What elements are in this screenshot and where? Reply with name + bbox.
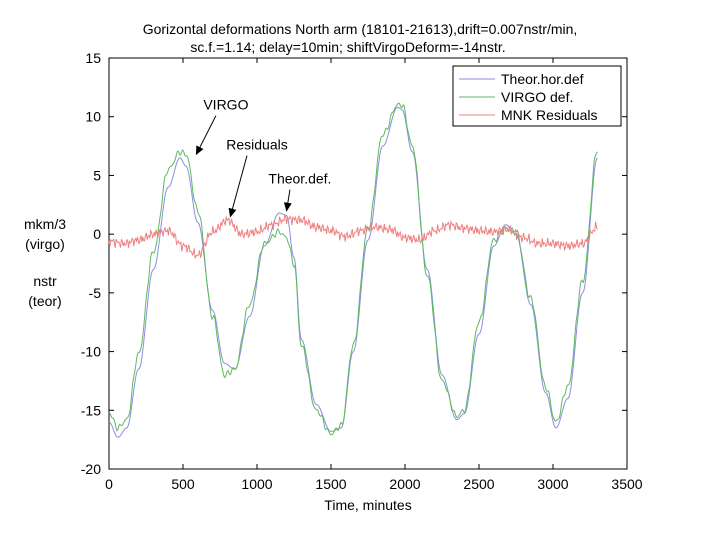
y-tick-label: 5 <box>93 167 101 183</box>
annotation-label: Theor.def. <box>268 171 331 187</box>
legend-entry: MNK Residuals <box>501 107 597 123</box>
annotation-arrow <box>228 155 248 218</box>
y-tick-label: 10 <box>85 109 101 125</box>
x-tick-label: 1500 <box>315 476 346 492</box>
y-axis-label-line3: nstr <box>33 273 57 289</box>
series-line-2 <box>108 102 598 436</box>
chart-title-line1: Gorizontal deformations North arm (18101… <box>142 21 578 37</box>
x-tick-label: 3000 <box>537 476 568 492</box>
x-tick-label: 2500 <box>463 476 494 492</box>
annotation-label: Residuals <box>226 137 287 153</box>
y-tick-label: -10 <box>81 344 101 360</box>
x-tick-label: 3500 <box>611 476 642 492</box>
series-line-3 <box>108 213 598 259</box>
y-tick-label: -15 <box>81 402 101 418</box>
x-axis-label: Time, minutes <box>324 497 411 513</box>
y-tick-label: 0 <box>93 226 101 242</box>
y-axis-label-line2: (virgo) <box>25 236 65 252</box>
y-axis-label-line1: mkm/3 <box>24 216 66 232</box>
y-tick-label: -5 <box>89 285 102 301</box>
x-tick-label: 1000 <box>241 476 272 492</box>
x-tick-label: 500 <box>171 476 195 492</box>
y-tick-label: -20 <box>81 461 101 477</box>
x-tick-label: 0 <box>105 476 113 492</box>
legend-entry: VIRGO def. <box>501 89 573 105</box>
legend-entry: Theor.hor.def <box>501 71 584 87</box>
chart-title-line2: sc.f.=1.14; delay=10min; shiftVirgoDefor… <box>190 39 506 55</box>
annotation-label: VIRGO <box>203 97 248 113</box>
plot-area <box>108 57 628 470</box>
annotation-arrow <box>195 115 217 156</box>
y-tick-label: 15 <box>85 50 101 66</box>
y-axis-label-line4: (teor) <box>28 293 62 309</box>
legend-box <box>452 65 622 127</box>
annotation-arrow <box>283 189 292 212</box>
x-tick-label: 2000 <box>389 476 420 492</box>
